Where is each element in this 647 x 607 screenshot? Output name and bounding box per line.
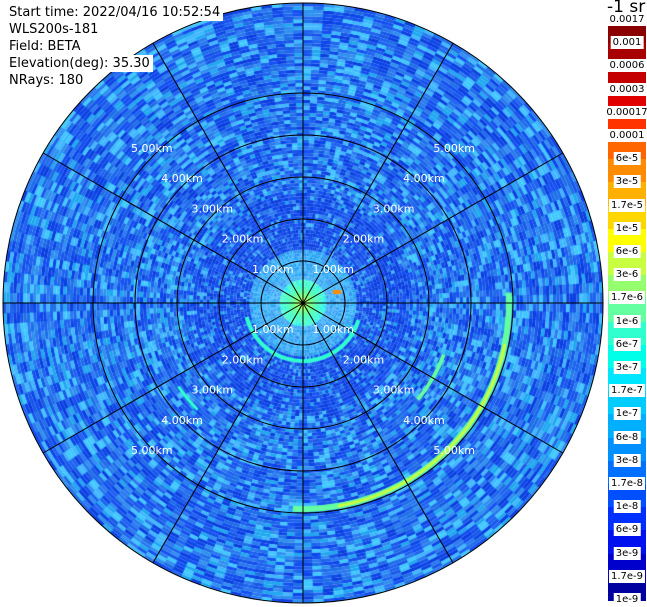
start-time-text: Start time: 2022/04/16 10:52:54 [6, 4, 224, 21]
range-ring-label: 1.00km [312, 263, 354, 276]
colorbar-tick-label: 6e-9 [613, 523, 641, 537]
colorbar-tick-label: 6e-5 [613, 152, 641, 166]
range-ring-label: 5.00km [433, 142, 475, 155]
range-ring-label: 2.00km [343, 353, 385, 366]
range-ring-label: 1.00km [252, 263, 294, 276]
colorbar-tick-label: 3e-7 [613, 361, 641, 374]
nrays-text: NRays: 180 [6, 72, 87, 89]
colorbar-tick-label: 1e-7 [613, 407, 641, 421]
colorbar-tick-label: 3e-8 [613, 453, 641, 467]
range-ring-label: 4.00km [161, 172, 203, 185]
range-ring-label: 2.00km [222, 353, 264, 366]
range-ring-label: 4.00km [403, 414, 445, 427]
azimuth-spoke [42, 302, 304, 454]
colorbar-tick-label: 3e-9 [613, 546, 641, 560]
range-ring-overlay: 1.00km 1.00km 1.00km 1.00km 2.00km 2.00km 2.00… [2, 2, 604, 604]
colorbar-tick-label: 1.7e-6 [608, 291, 646, 305]
field-text: Field: BETA [6, 38, 84, 55]
azimuth-spoke [152, 42, 304, 304]
colorbar-tick-label: 6e-8 [613, 430, 641, 444]
range-ring-label: 5.00km [131, 444, 173, 457]
azimuth-spoke [302, 152, 564, 304]
range-ring-label: 4.00km [161, 414, 203, 427]
ppi-radar-plot: 1.00km 1.00km 1.00km 1.00km 2.00km 2.00km 2.00… [0, 0, 607, 607]
range-ring-label: 5.00km [433, 444, 475, 457]
colorbar-tick-label: 1e-5 [613, 221, 641, 235]
range-ring-label: 5.00km [131, 142, 173, 155]
range-ring-label: 2.00km [343, 233, 385, 246]
range-ring-label: 3.00km [373, 384, 415, 397]
colorbar-tick-label: 0.0001 [607, 129, 647, 142]
colorbar: 0.0017 0.001 0.0006 0.0003 0.00017 0.0001 6e-5… [604, 0, 647, 607]
azimuth-spoke [302, 42, 454, 304]
range-ring-label: 1.00km [312, 323, 354, 336]
colorbar-tick-label: 0.00017 [604, 105, 647, 119]
scan-info-panel: Start time: 2022/04/16 10:52:54 WLS200s-… [6, 4, 224, 89]
colorbar-tick-label: 1.7e-5 [608, 198, 646, 212]
colorbar-tick-label: 0.0003 [607, 82, 647, 96]
colorbar-tick-label: 6e-7 [613, 337, 641, 351]
colorbar-tick-label: 6e-6 [613, 245, 641, 258]
colorbar-tick-label: 1e-9 [613, 593, 641, 606]
colorbar-tick-label: 1e-6 [613, 314, 641, 328]
colorbar-tick-label: 0.0006 [607, 59, 647, 73]
colorbar-tick-label: 1e-8 [613, 500, 641, 514]
range-ring-label: 1.00km [252, 323, 294, 336]
elevation-text: Elevation(deg): 35.30 [6, 55, 153, 72]
colorbar-tick-label: 1.7e-7 [608, 384, 646, 398]
colorbar-tick-label: 1.7e-9 [608, 569, 646, 583]
range-ring-label: 2.00km [222, 233, 264, 246]
instrument-text: WLS200s-181 [6, 21, 102, 38]
azimuth-spoke [152, 302, 304, 564]
range-ring-label: 4.00km [403, 172, 445, 185]
colorbar-tick-label: 0.0017 [607, 13, 647, 26]
azimuth-spoke [302, 302, 454, 564]
range-ring-label: 3.00km [373, 202, 415, 215]
azimuth-spoke [42, 152, 304, 304]
range-ring-label: 3.00km [191, 384, 233, 397]
colorbar-unit: -1 sr [607, 0, 646, 17]
azimuth-spoke [302, 302, 564, 454]
range-ring-label: 3.00km [191, 202, 233, 215]
colorbar-tick-label: 0.001 [610, 36, 644, 50]
colorbar-tick-label: 1.7e-8 [608, 477, 646, 490]
colorbar-tick-label: 3e-5 [613, 175, 641, 189]
colorbar-tick-label: 3e-6 [613, 268, 641, 282]
